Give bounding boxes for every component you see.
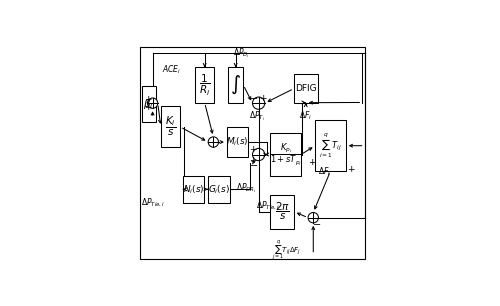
Text: −: − <box>314 220 322 230</box>
Text: $\Delta F_i$: $\Delta F_i$ <box>318 166 331 178</box>
Text: $\sum_{i=1}^{q}T_{ij}$: $\sum_{i=1}^{q}T_{ij}$ <box>319 131 342 160</box>
Bar <box>208 176 230 203</box>
Text: $\sum_{j=1}^{q}\!T_{ij}\Delta F_j$: $\sum_{j=1}^{q}\!T_{ij}\Delta F_j$ <box>272 239 301 263</box>
Circle shape <box>308 212 318 223</box>
Bar <box>228 67 244 103</box>
Text: +: + <box>144 95 152 104</box>
Bar <box>270 195 294 229</box>
Bar <box>161 106 180 147</box>
Text: $\Delta F_i$: $\Delta F_i$ <box>298 109 312 121</box>
Text: $\dfrac{K_{p_i}}{1+sT_{p_i}}$: $\dfrac{K_{p_i}}{1+sT_{p_i}}$ <box>270 142 302 167</box>
Circle shape <box>252 148 264 161</box>
Bar <box>315 120 346 171</box>
Text: $\Delta P_{D_i}$: $\Delta P_{D_i}$ <box>233 47 250 60</box>
Text: $\dfrac{K_{i}}{s}$: $\dfrac{K_{i}}{s}$ <box>165 115 176 138</box>
Text: $\int$: $\int$ <box>230 74 241 96</box>
Text: −: − <box>250 94 258 104</box>
Text: $N_i(s)$: $N_i(s)$ <box>182 183 204 196</box>
Text: $\dfrac{2\pi}{s}$: $\dfrac{2\pi}{s}$ <box>274 201 289 222</box>
Bar <box>195 67 214 103</box>
Bar <box>270 133 301 176</box>
Text: $\Delta P_{T_i}$: $\Delta P_{T_i}$ <box>248 109 265 123</box>
Text: −: − <box>250 161 258 171</box>
Circle shape <box>208 137 218 147</box>
Text: +: + <box>144 103 152 112</box>
Bar <box>227 127 248 157</box>
Bar <box>182 176 204 203</box>
Text: $\dfrac{1}{R_i}$: $\dfrac{1}{R_i}$ <box>199 73 210 98</box>
Text: $ACE_i$: $ACE_i$ <box>162 63 181 76</box>
Bar <box>294 74 318 103</box>
Text: +: + <box>248 145 256 154</box>
Text: $\Delta P_{Tie,i}$: $\Delta P_{Tie,i}$ <box>256 200 280 212</box>
Text: +: + <box>346 165 354 174</box>
Text: +: + <box>259 94 266 103</box>
Text: $G_i(s)$: $G_i(s)$ <box>208 183 230 196</box>
Bar <box>142 86 156 121</box>
Circle shape <box>252 97 264 109</box>
Text: +: + <box>308 158 316 167</box>
Text: +: + <box>248 156 256 165</box>
Text: DFIG: DFIG <box>295 84 316 93</box>
Text: $\Delta P_{DR_i}$: $\Delta P_{DR_i}$ <box>236 181 257 195</box>
Text: $\beta_i$: $\beta_i$ <box>144 97 154 111</box>
Text: $\Delta P_{Tie,i}$: $\Delta P_{Tie,i}$ <box>141 197 165 209</box>
Circle shape <box>148 98 158 108</box>
Text: $M_i(s)$: $M_i(s)$ <box>226 136 249 148</box>
